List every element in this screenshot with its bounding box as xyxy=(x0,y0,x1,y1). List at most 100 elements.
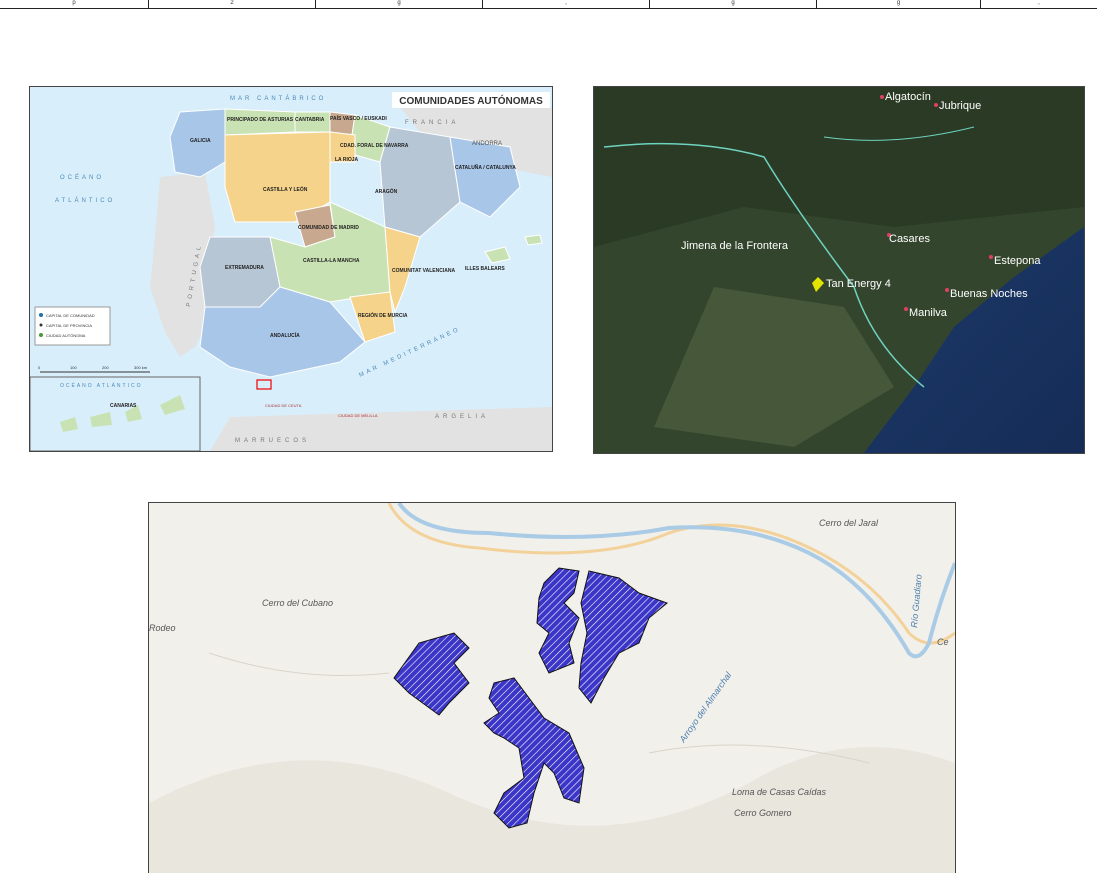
place-marker xyxy=(887,233,891,237)
place-label: Cerro Gomero xyxy=(734,808,792,818)
region-andalucia xyxy=(199,286,366,378)
region-label: CANARIAS xyxy=(110,403,137,409)
scale-tick: 0 xyxy=(38,365,41,370)
place-marker xyxy=(880,95,884,99)
place-marker xyxy=(945,288,949,292)
melilla-label: CIUDAD DE MELILLA xyxy=(338,413,378,418)
island xyxy=(125,405,142,422)
region-baleares-menorca xyxy=(524,234,543,246)
region-murcia xyxy=(349,291,396,343)
site-parcel[interactable] xyxy=(536,567,580,674)
area-highlight xyxy=(256,379,272,390)
place-label: Cerro del Jaral xyxy=(819,518,879,528)
border-line xyxy=(823,126,975,141)
region-label: COMUNIDAD DE MADRID xyxy=(298,225,359,231)
portugal-land xyxy=(150,172,215,357)
island xyxy=(160,395,185,415)
country-label-francia: FRANCIA xyxy=(405,120,459,126)
site-parcel[interactable] xyxy=(483,677,585,829)
region-label: CATALUÑA / CATALUNYA xyxy=(455,164,516,171)
place-label: Cerro del Cubano xyxy=(262,598,333,608)
region-label: ARAGÓN xyxy=(375,187,398,195)
place-label: Loma de Casas Caídas xyxy=(732,787,827,797)
region-label: GALICIA xyxy=(190,138,211,144)
country-label-argelia: ARGELIA xyxy=(435,414,489,420)
contour xyxy=(648,744,870,764)
place-label: Rodeo xyxy=(149,623,176,633)
title-box xyxy=(392,92,550,108)
region-label: ANDALUCÍA xyxy=(270,331,300,339)
table-cell: g xyxy=(817,0,981,8)
country-label-marruecos: MARRUECOS xyxy=(235,438,310,444)
place-label: Casares xyxy=(889,233,930,245)
place-marker xyxy=(989,255,993,259)
sea-label-canarias: OCÉANO ATLÁNTICO xyxy=(60,382,142,389)
place-label: Ce xyxy=(937,637,949,647)
region-extremadura xyxy=(199,236,281,308)
place-label: Buenas Noches xyxy=(950,288,1028,300)
place-marker xyxy=(934,103,938,107)
table-cell: p xyxy=(0,0,149,8)
region-label: CASTILLA Y LEÓN xyxy=(263,185,308,193)
country-label-andorra: ANDORRA xyxy=(472,141,502,147)
place-label: Estepona xyxy=(994,255,1041,267)
contour xyxy=(208,652,390,676)
ceuta-label: CIUDAD DE CEUTA xyxy=(265,403,302,408)
region-label: CDAD. FORAL DE NAVARRA xyxy=(340,143,409,149)
region-label: REGIÓN DE MURCIA xyxy=(358,311,408,319)
region-label: PAÍS VASCO / EUSKADI xyxy=(330,114,387,122)
island xyxy=(90,412,112,427)
scale-tick: 300 km xyxy=(134,365,148,370)
region-label: PRINCIPADO DE ASTURIAS xyxy=(227,117,294,123)
place-marker xyxy=(904,307,908,311)
place-label: Manilva xyxy=(909,307,948,319)
region-label: CANTABRIA xyxy=(295,117,325,123)
region-baleares xyxy=(484,246,511,264)
site-parcel[interactable] xyxy=(393,632,470,716)
legend-item: CAPITAL DE PROVINCIA xyxy=(46,323,92,328)
topographic-site-map: Cerro del Jaral Cerro del Cubano Rodeo R… xyxy=(148,502,956,873)
place-label: Jubrique xyxy=(939,100,981,112)
scale-tick: 200 xyxy=(102,365,109,370)
legend-item: CAPITAL DE COMUNIDAD xyxy=(46,313,95,318)
top-table-strip: p 2 g , g g , xyxy=(0,0,1097,9)
scale-tick: 100 xyxy=(70,365,77,370)
legend-box xyxy=(34,306,111,346)
sea-label-atlantico: ATLÁNTICO xyxy=(55,197,115,204)
sea-label-cantabrico: MAR CANTÁBRICO xyxy=(230,95,326,102)
region-label: CASTILLA-LA MANCHA xyxy=(303,258,360,264)
region-label: ILLES BALEARS xyxy=(465,266,505,272)
region-cataluna xyxy=(449,136,521,218)
place-label: Algatocín xyxy=(885,91,931,103)
border-line xyxy=(603,142,925,388)
region-navarra xyxy=(351,114,391,163)
place-label: Jimena de la Frontera xyxy=(681,240,789,252)
table-cell: g xyxy=(316,0,483,8)
map-title: COMUNIDADES AUTÓNOMAS xyxy=(399,94,543,107)
region-valencia xyxy=(384,226,421,314)
legend-item: CIUDAD AUTÓNOMA xyxy=(46,333,86,338)
hill-shade xyxy=(149,747,955,873)
site-parcel[interactable] xyxy=(578,570,668,704)
legend-marker xyxy=(39,313,43,317)
road-line xyxy=(387,503,955,645)
satellite-map: Algatocín Jubrique Jimena de la Frontera… xyxy=(593,86,1085,454)
sea-label-oceano: OCÉANO xyxy=(60,174,104,181)
river-line xyxy=(397,503,955,659)
island xyxy=(60,417,78,432)
spain-regions-map: COMUNIDADES AUTÓNOMAS MAR CANTÁBRICO OCÉ… xyxy=(29,86,553,452)
table-cell: , xyxy=(1038,0,1040,6)
region-label: EXTREMADURA xyxy=(225,265,264,271)
table-cell: , xyxy=(483,0,650,8)
africa-land xyxy=(210,407,552,451)
place-label-tan-energy: Tan Energy 4 xyxy=(826,278,891,290)
table-cell: 2 xyxy=(149,0,316,8)
region-label: COMUNITAT VALENCIANA xyxy=(392,268,455,274)
canarias-inset xyxy=(30,376,201,451)
region-castilla-leon xyxy=(224,131,331,223)
table-cell: g xyxy=(650,0,817,8)
pin-icon[interactable] xyxy=(812,277,824,292)
region-label: LA RIOJA xyxy=(335,157,359,163)
river-label: Río Guadiaro xyxy=(909,574,924,628)
sea xyxy=(864,227,1084,453)
